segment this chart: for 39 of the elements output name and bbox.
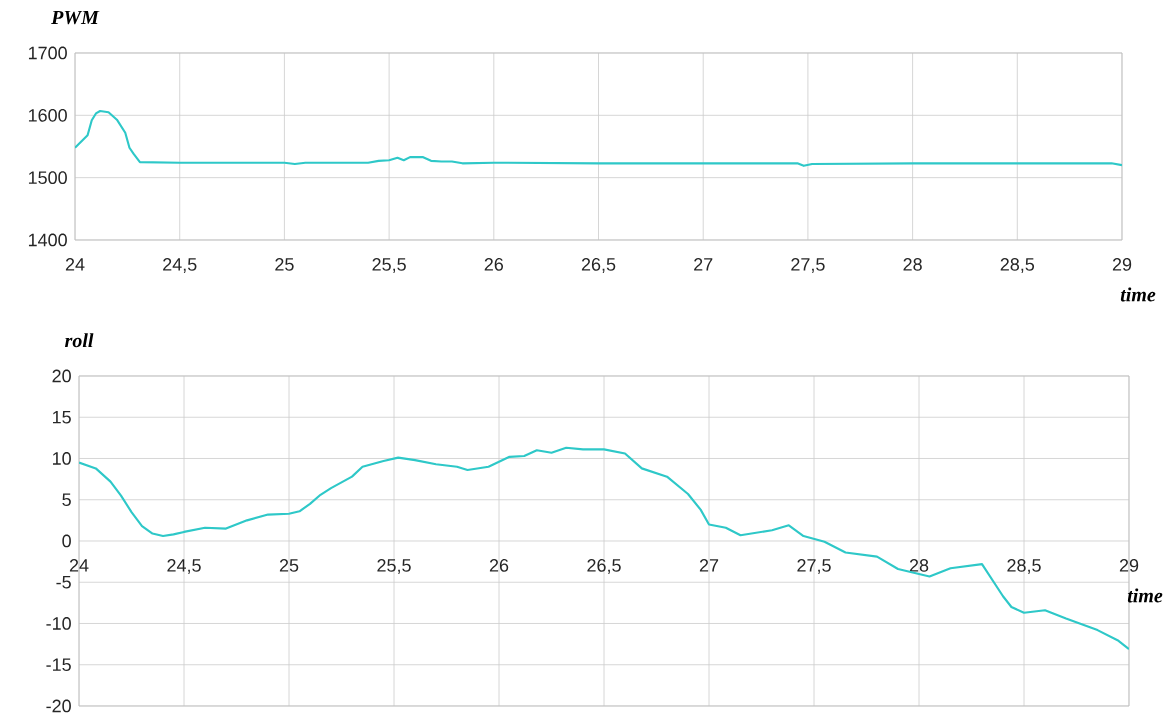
- x-tick-label: 29: [1112, 258, 1132, 271]
- y-tick-label: -20: [46, 699, 71, 713]
- x-tick-label: 28,5: [1000, 258, 1035, 273]
- x-tick-label: 25,5: [372, 258, 406, 273]
- x-tick-label: 26: [489, 559, 509, 572]
- y-axis-title: roll: [64, 333, 94, 348]
- y-axis-title: PWM: [51, 10, 100, 25]
- y-tick-label: 15: [52, 410, 71, 424]
- x-tick-label: 28: [903, 258, 922, 271]
- y-tick-label: -15: [46, 658, 71, 672]
- x-tick-label: 24,5: [167, 559, 201, 574]
- y-tick-label: 1400: [28, 233, 67, 247]
- x-tick-label: 24: [69, 559, 89, 572]
- x-tick-label: 28,5: [1007, 559, 1041, 574]
- x-tick-label: 26,5: [587, 559, 621, 574]
- x-tick-label: 25,5: [377, 559, 411, 574]
- x-tick-label: 24: [65, 258, 85, 271]
- y-tick-label: -10: [46, 617, 71, 630]
- x-tick-label: 28: [909, 559, 929, 572]
- y-tick-label: 5: [62, 493, 71, 507]
- x-tick-label: 25: [279, 559, 299, 572]
- x-tick-label: 26: [484, 258, 504, 271]
- x-tick-label: 27: [694, 258, 713, 271]
- y-tick-label: 1600: [28, 108, 67, 122]
- y-tick-label: 1700: [28, 46, 67, 60]
- y-tick-label: 20: [52, 369, 71, 383]
- x-axis-title: time: [1127, 588, 1163, 603]
- x-tick-label: 27,5: [797, 559, 831, 574]
- y-tick-label: 0: [62, 534, 71, 548]
- x-tick-label: 25: [275, 258, 294, 271]
- y-tick-label: 10: [52, 452, 71, 465]
- y-tick-label: -5: [56, 575, 71, 589]
- x-tick-label: 29: [1119, 559, 1139, 572]
- x-tick-label: 27,5: [791, 258, 825, 273]
- x-tick-label: 26,5: [581, 258, 616, 273]
- y-tick-label: 1500: [28, 171, 67, 185]
- x-tick-label: 27: [699, 559, 719, 572]
- x-axis-title: time: [1120, 287, 1156, 302]
- x-tick-label: 24,5: [163, 258, 197, 273]
